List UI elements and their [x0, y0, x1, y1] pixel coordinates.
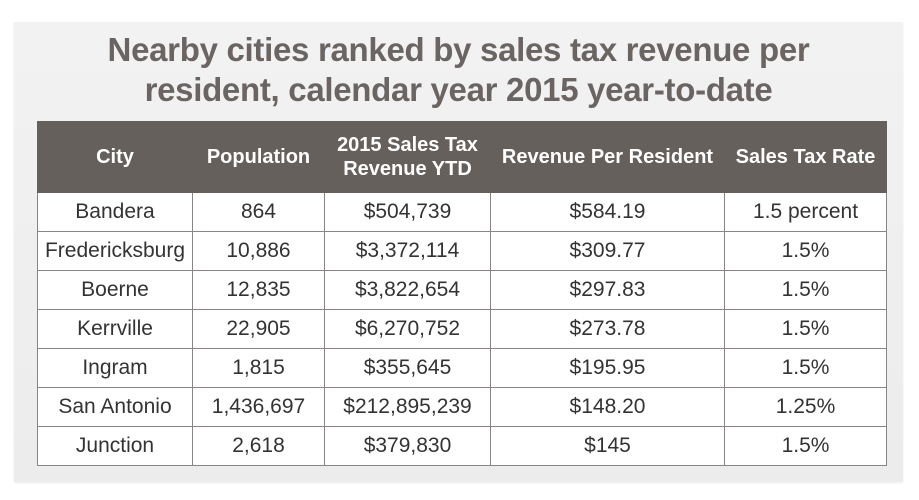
- column-header-label: City: [96, 146, 134, 168]
- cell-revenue-per-resident: $195.95: [490, 348, 725, 388]
- table-row: Fredericksburg 10,886 $3,372,114 $309.77…: [37, 231, 887, 271]
- cell-city: San Antonio: [37, 387, 193, 427]
- table-row: Bandera 864 $504,739 $584.19 1.5 percent: [37, 192, 887, 232]
- cell-population: 10,886: [192, 231, 325, 271]
- cell-city: Kerrville: [37, 309, 193, 349]
- chart-title-line-1: Nearby cities ranked by sales tax revenu…: [107, 31, 810, 68]
- column-header-revenue-per-resident: Revenue Per Resident: [490, 121, 725, 193]
- cell-city: Boerne: [37, 270, 193, 310]
- column-header-label: Revenue Per Resident: [501, 146, 714, 168]
- cell-sales-tax-rate: 1.5%: [724, 231, 887, 271]
- cell-sales-tax-rate: 1.5%: [724, 348, 887, 388]
- cell-revenue-ytd: $355,645: [324, 348, 491, 388]
- column-header-label: Population: [206, 146, 311, 168]
- cell-population: 1,436,697: [192, 387, 325, 427]
- cell-revenue-per-resident: $145: [490, 426, 725, 466]
- cell-revenue-per-resident: $309.77: [490, 231, 725, 271]
- cell-revenue-ytd: $3,372,114: [324, 231, 491, 271]
- cell-revenue-per-resident: $297.83: [490, 270, 725, 310]
- cell-revenue-ytd: $504,739: [324, 192, 491, 232]
- table-row: Boerne 12,835 $3,822,654 $297.83 1.5%: [37, 270, 887, 310]
- cell-population: 864: [192, 192, 325, 232]
- sales-tax-table: City Population 2015 Sales Tax Revenue Y…: [37, 121, 887, 466]
- chart-title-line-2: resident, calendar year 2015 year-to-dat…: [144, 71, 773, 108]
- cell-city: Junction: [37, 426, 193, 466]
- cell-revenue-per-resident: $148.20: [490, 387, 725, 427]
- column-header-label: Sales Tax Rate: [735, 146, 876, 168]
- cell-city: Ingram: [37, 348, 193, 388]
- column-header-label: Revenue YTD: [343, 158, 472, 180]
- chart-title: Nearby cities ranked by sales tax revenu…: [14, 30, 903, 110]
- cell-population: 1,815: [192, 348, 325, 388]
- cell-city: Bandera: [37, 192, 193, 232]
- cell-sales-tax-rate: 1.5 percent: [724, 192, 887, 232]
- column-header-label: 2015 Sales Tax: [337, 134, 478, 156]
- column-header-sales-tax-rate: Sales Tax Rate: [724, 121, 887, 193]
- cell-revenue-ytd: $6,270,752: [324, 309, 491, 349]
- table-row: Ingram 1,815 $355,645 $195.95 1.5%: [37, 348, 887, 388]
- cell-revenue-per-resident: $584.19: [490, 192, 725, 232]
- column-header-revenue-ytd: 2015 Sales Tax Revenue YTD: [324, 121, 491, 193]
- cell-revenue-ytd: $212,895,239: [324, 387, 491, 427]
- cell-population: 2,618: [192, 426, 325, 466]
- header-row: City Population 2015 Sales Tax Revenue Y…: [37, 121, 887, 193]
- cell-population: 12,835: [192, 270, 325, 310]
- table-row: San Antonio 1,436,697 $212,895,239 $148.…: [37, 387, 887, 427]
- cell-sales-tax-rate: 1.25%: [724, 387, 887, 427]
- cell-revenue-ytd: $379,830: [324, 426, 491, 466]
- table-row: Kerrville 22,905 $6,270,752 $273.78 1.5%: [37, 309, 887, 349]
- column-header-city: City: [37, 121, 193, 193]
- column-header-population: Population: [192, 121, 325, 193]
- cell-revenue-ytd: $3,822,654: [324, 270, 491, 310]
- cell-sales-tax-rate: 1.5%: [724, 426, 887, 466]
- table-row: Junction 2,618 $379,830 $145 1.5%: [37, 426, 887, 466]
- cell-revenue-per-resident: $273.78: [490, 309, 725, 349]
- cell-city: Fredericksburg: [37, 231, 193, 271]
- cell-sales-tax-rate: 1.5%: [724, 270, 887, 310]
- cell-sales-tax-rate: 1.5%: [724, 309, 887, 349]
- cell-population: 22,905: [192, 309, 325, 349]
